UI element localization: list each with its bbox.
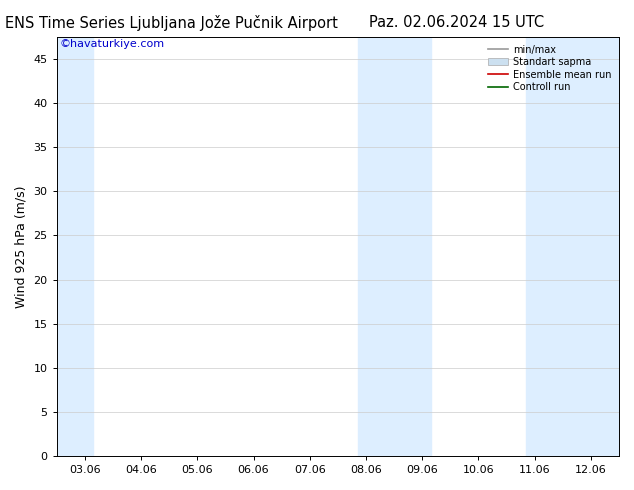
Text: ENS Time Series Ljubljana Jože Pučnik Airport: ENS Time Series Ljubljana Jože Pučnik Ai… [4,15,338,31]
Bar [56,37,93,456]
Y-axis label: Wind 925 hPa (m/s): Wind 925 hPa (m/s) [15,185,28,308]
Bar [526,37,619,456]
Bar [358,37,430,456]
Text: Paz. 02.06.2024 15 UTC: Paz. 02.06.2024 15 UTC [369,15,544,30]
Legend: min/max, Standart sapma, Ensemble mean run, Controll run: min/max, Standart sapma, Ensemble mean r… [486,42,614,95]
Text: ©havaturkiye.com: ©havaturkiye.com [60,39,165,49]
